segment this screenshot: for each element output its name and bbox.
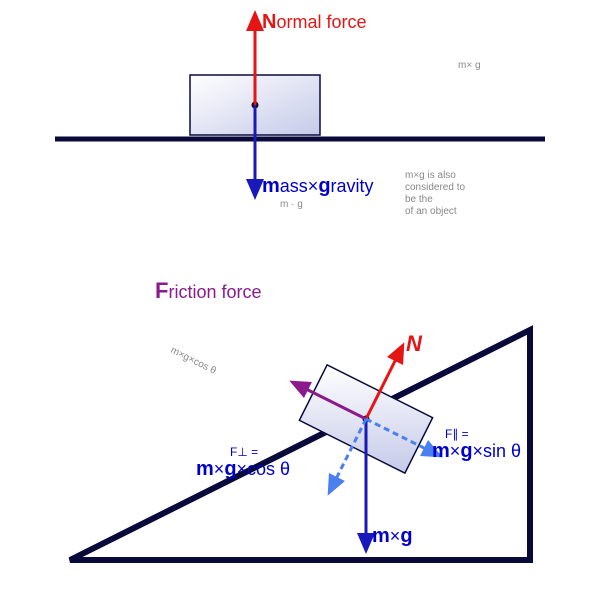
cos-note: m×g×cos θ [169,345,219,377]
incline-normal-label: N [406,331,423,356]
perp-component-label: m×g×cos θ [196,458,290,480]
perp-component-pre: F⊥ = [230,445,258,459]
explain-text: m×g is alsoconsidered tobe theof an obje… [405,170,465,217]
normal-force-label: Normal force [262,11,366,33]
gravity-sublabel: m · g [280,199,303,210]
friction-label: Friction force [155,278,262,303]
physics-diagram: Normal force mass×gravity m · g m× g m×g… [0,0,600,600]
incline-gravity-label: m×g [372,525,413,547]
parallel-component-label: m×g×sin θ [432,440,521,462]
mg-note: m× g [458,60,481,71]
bottom-panel: N m×g Friction force F∥ = m×g×sin θ F⊥ =… [70,278,530,560]
top-panel: Normal force mass×gravity m · g m× g m×g… [55,11,545,217]
gravity-label: mass×gravity [262,175,374,197]
parallel-component-pre: F∥ = [445,427,469,441]
